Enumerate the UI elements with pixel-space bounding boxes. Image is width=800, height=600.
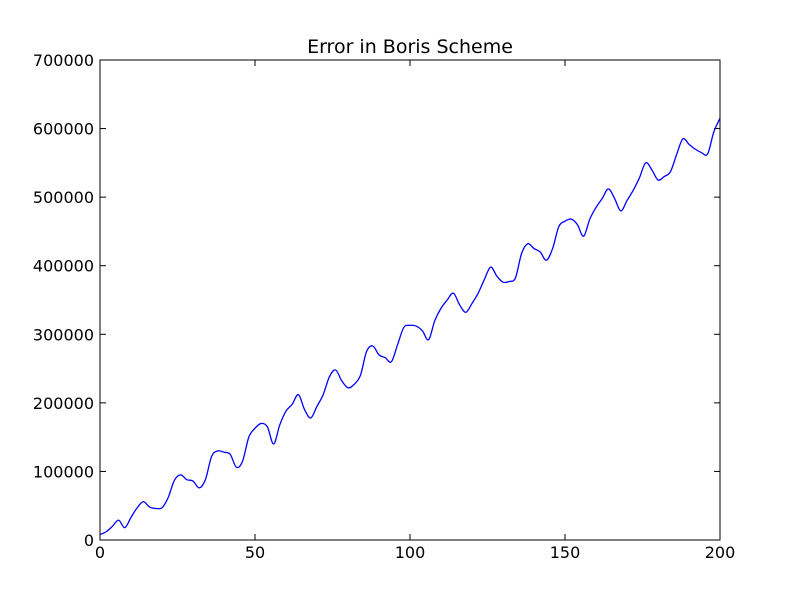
x-tick-label: 150 — [550, 543, 581, 562]
plot-area: 0 50 100 150 200 0 100000 200000 300000 400000 500… — [33, 51, 735, 562]
y-tick-label: 100000 — [33, 462, 94, 481]
x-tick-label: 100 — [395, 543, 426, 562]
y-tick-label: 500000 — [33, 188, 94, 207]
y-tick-label: 400000 — [33, 257, 94, 276]
x-tick-label: 200 — [705, 543, 736, 562]
chart-title: Error in Boris Scheme — [307, 36, 513, 58]
y-tick-label: 300000 — [33, 325, 94, 344]
y-tick-label: 0 — [84, 531, 94, 550]
x-tick-label: 0 — [95, 543, 105, 562]
y-tick-label: 600000 — [33, 120, 94, 139]
x-tick-label: 50 — [245, 543, 265, 562]
series-line — [99, 118, 721, 536]
plot-frame — [99, 59, 721, 541]
y-tick-label: 200000 — [33, 394, 94, 413]
y-tick-label: 700000 — [33, 51, 94, 70]
